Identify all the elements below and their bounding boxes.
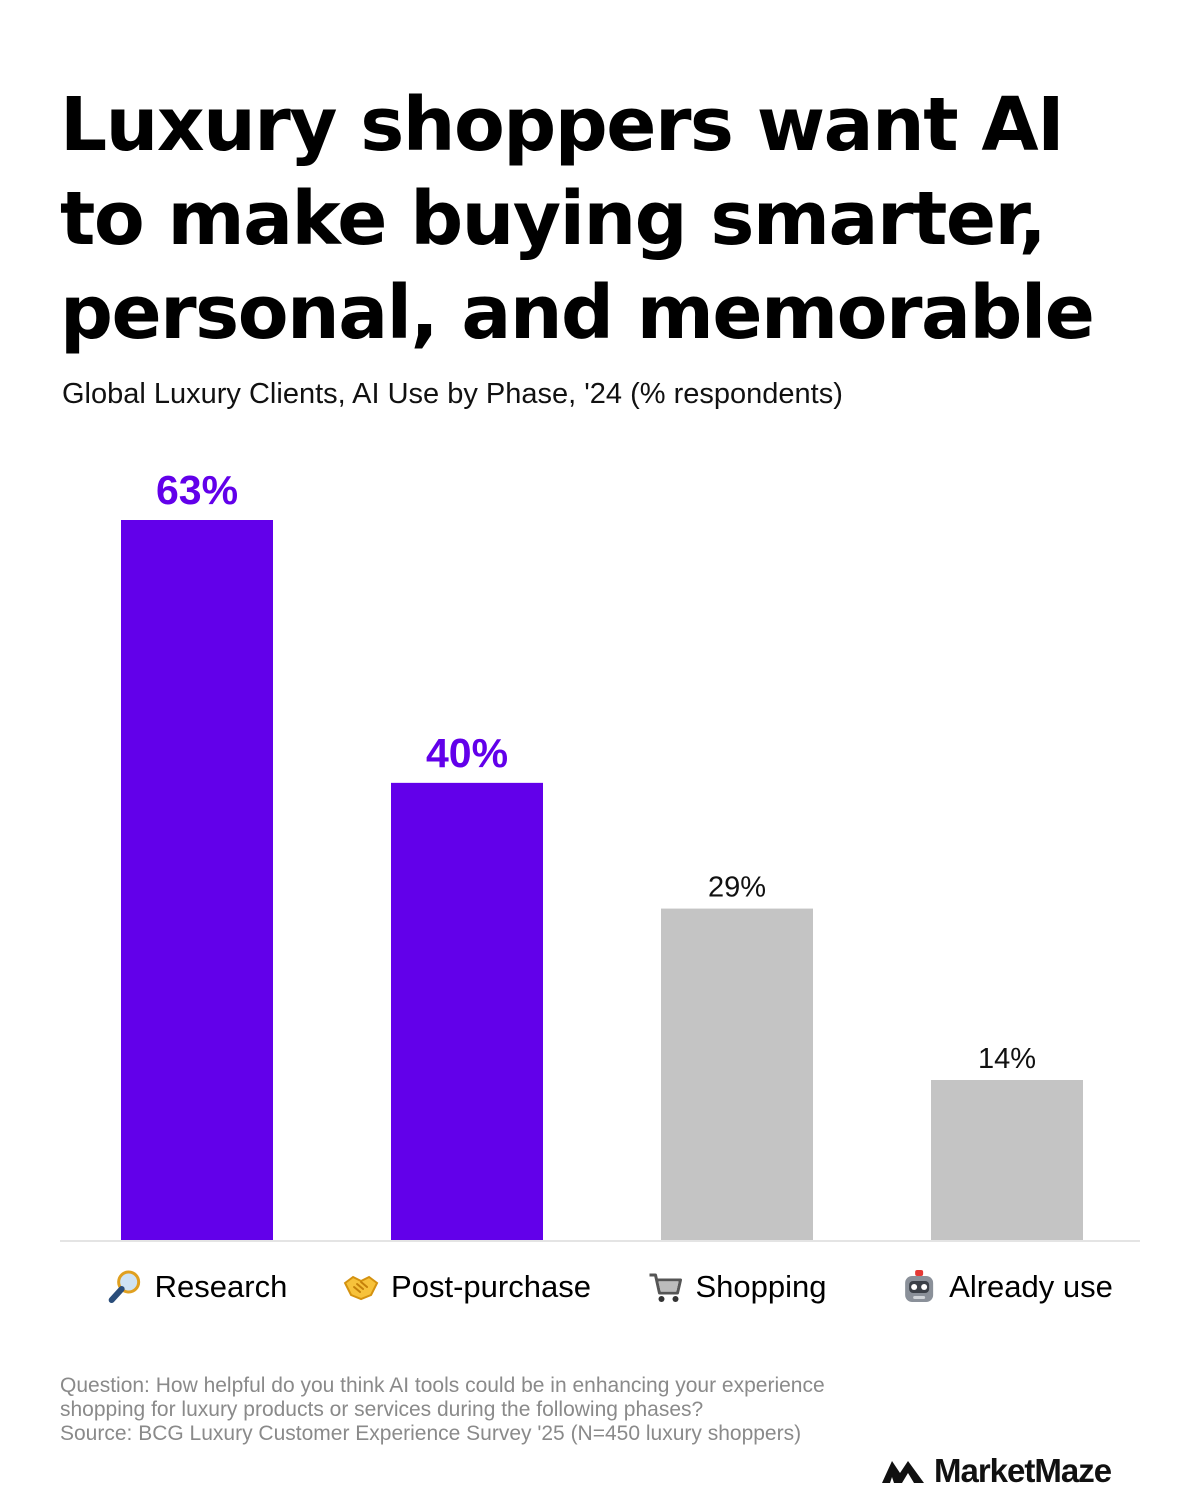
chart-subtitle: Global Luxury Clients, AI Use by Phase, …: [62, 378, 843, 410]
bar-research: [121, 520, 273, 1240]
data-label: 29%: [708, 872, 766, 904]
category-post-purchase: Post-purchase: [343, 1265, 591, 1309]
robot-icon: [905, 1270, 934, 1302]
data-label: 14%: [978, 1043, 1036, 1075]
footnote: Question: How helpful do you think AI to…: [60, 1374, 890, 1446]
category-shopping: Shopping: [647, 1265, 827, 1309]
brand-name: MarketMaze: [934, 1452, 1112, 1489]
category-already-use: Already use: [901, 1265, 1113, 1309]
data-label: 40%: [426, 730, 508, 776]
category-label: Research: [154, 1269, 288, 1304]
category-research: Research: [107, 1265, 288, 1309]
chart-title: Luxury shoppers want AI to make buying s…: [60, 82, 1095, 356]
category-label: Shopping: [695, 1269, 827, 1304]
brand: MarketMaze: [880, 1452, 1112, 1490]
data-source: Source: BCG Luxury Customer Experience S…: [60, 1422, 802, 1445]
bar-chart: 63% 40% 29% 14%: [60, 467, 1140, 1242]
bar-post-purchase: [391, 782, 543, 1240]
category-label: Already use: [949, 1269, 1113, 1304]
shopping-cart-icon: [649, 1273, 682, 1302]
data-label: 63%: [156, 467, 238, 513]
magnifying-glass-icon: [108, 1270, 141, 1303]
handshake-icon: [343, 1275, 379, 1301]
survey-question: Question: How helpful do you think AI to…: [60, 1374, 825, 1421]
bar-already-use: [931, 1080, 1083, 1240]
bar-shopping: [661, 908, 813, 1240]
marketmaze-logo-icon: [882, 1461, 924, 1483]
category-label: Post-purchase: [391, 1269, 591, 1304]
